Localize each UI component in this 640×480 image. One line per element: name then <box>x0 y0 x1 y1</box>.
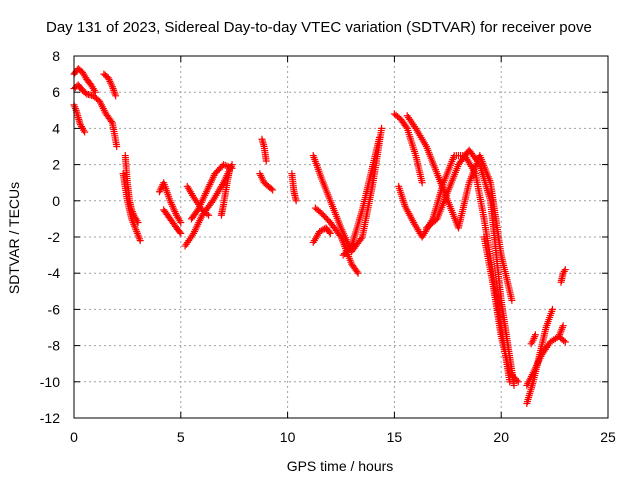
data-point <box>292 197 300 205</box>
x-tick-labels: 0 5 10 15 20 25 <box>70 429 616 445</box>
data-point <box>378 124 386 132</box>
y-tick-label: 0 <box>52 193 60 209</box>
series-arc-t <box>390 110 426 187</box>
data-point <box>375 133 383 141</box>
data-point <box>531 331 539 339</box>
chart-title: Day 131 of 2023, Sidereal Day-to-day VTE… <box>46 19 592 36</box>
data-point <box>336 231 344 239</box>
data-point <box>81 89 89 97</box>
y-tick-labels: -12 -10 -8 -6 -4 -2 0 2 4 6 8 <box>40 48 60 426</box>
data-point <box>346 244 354 252</box>
data-point <box>513 376 521 384</box>
data-point <box>136 237 144 245</box>
y-tick-label: -12 <box>40 410 60 426</box>
y-tick-label: -8 <box>48 338 61 354</box>
data-point <box>262 157 270 165</box>
data-point <box>418 179 426 187</box>
data-point <box>559 322 567 330</box>
series-arc-f <box>121 152 142 227</box>
data-points <box>70 65 569 408</box>
data-point <box>176 228 184 236</box>
series-arc-b <box>70 81 121 150</box>
series-arc-y <box>523 305 556 408</box>
x-tick-label: 0 <box>70 429 78 445</box>
x-axis-label: GPS time / hours <box>287 458 394 474</box>
data-point <box>112 92 120 100</box>
series-arc-m <box>256 170 277 194</box>
x-tick-label: 15 <box>387 429 403 445</box>
data-point <box>353 268 361 276</box>
series-arc-c <box>70 65 99 96</box>
series-arc-x <box>480 233 522 386</box>
data-point <box>402 123 410 131</box>
data-point <box>354 269 362 277</box>
series-arc-ab <box>555 322 567 341</box>
y-tick-label: -10 <box>40 374 60 390</box>
data-point <box>269 186 277 194</box>
data-point <box>475 159 483 167</box>
x-tick-label: 10 <box>280 429 296 445</box>
data-point <box>510 381 518 389</box>
data-point <box>177 219 185 227</box>
series-arc-l <box>217 164 234 219</box>
data-point <box>548 305 556 313</box>
y-tick-label: 6 <box>52 84 60 100</box>
y-tick-label: 4 <box>52 120 60 136</box>
data-point <box>221 161 229 169</box>
series-arc-d <box>100 70 120 100</box>
data-point <box>561 338 569 346</box>
series-arc-r <box>309 224 334 246</box>
data-point <box>107 117 115 125</box>
data-point <box>81 128 89 136</box>
data-point <box>220 161 228 169</box>
x-tick-label: 25 <box>600 429 616 445</box>
data-point <box>203 210 211 218</box>
y-tick-label: -4 <box>48 265 61 281</box>
series-arc-o <box>288 170 300 205</box>
data-point <box>508 296 516 304</box>
data-point <box>226 164 234 172</box>
series-arc-ac <box>557 266 569 286</box>
data-point <box>134 219 142 227</box>
data-point <box>325 228 333 236</box>
series-arc-s <box>339 133 383 259</box>
data-point <box>326 229 334 237</box>
data-point <box>267 185 275 193</box>
y-tick-label: -6 <box>48 301 61 317</box>
series-arc-aa <box>527 331 539 348</box>
series-arc-g <box>155 179 185 227</box>
series-arc-h <box>160 206 185 237</box>
y-tick-label: 8 <box>52 48 60 64</box>
data-point <box>357 235 365 243</box>
data-point <box>177 229 185 237</box>
data-point <box>91 88 99 96</box>
axis-ticks <box>73 55 609 419</box>
y-axis-label: SDTVAR / TECUs <box>6 182 22 294</box>
data-point <box>205 211 213 219</box>
data-point <box>514 378 522 386</box>
series-arc-k <box>183 182 213 219</box>
x-tick-label: 5 <box>177 429 185 445</box>
y-tick-label: -2 <box>48 229 61 245</box>
y-tick-label: 2 <box>52 157 60 173</box>
series-arc-n <box>258 135 270 165</box>
data-point <box>113 143 121 150</box>
data-point <box>561 266 569 274</box>
data-point <box>560 337 568 345</box>
x-tick-label: 20 <box>493 429 509 445</box>
